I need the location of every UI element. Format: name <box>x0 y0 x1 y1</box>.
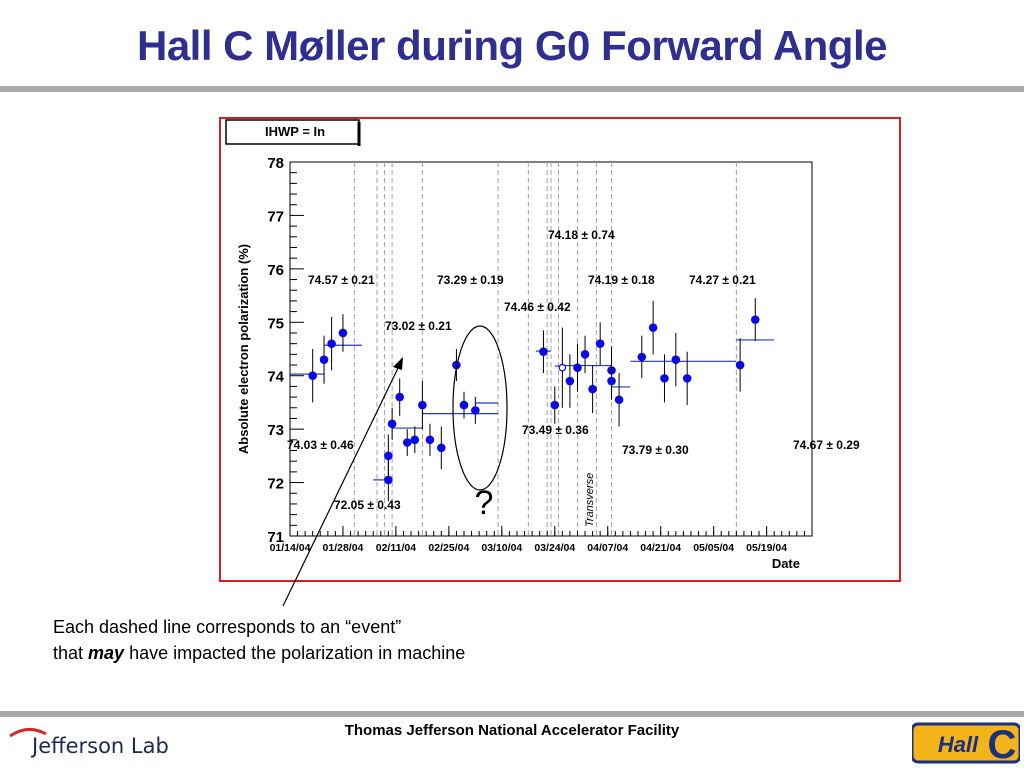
jefferson-lab-logo <box>9 728 47 738</box>
caption: Each dashed line corresponds to an “even… <box>53 614 503 666</box>
data-point <box>682 374 692 383</box>
fit-label: 72.05 ± 0.43 <box>334 498 401 512</box>
data-point <box>614 395 624 405</box>
hall-c-logo: Hall C <box>912 722 1020 766</box>
data-point <box>573 363 582 372</box>
x-tick-label: 04/21/04 <box>640 542 681 554</box>
data-point <box>384 451 393 461</box>
fit-label: 74.46 ± 0.42 <box>504 300 571 314</box>
x-tick-label: 01/28/04 <box>323 542 364 554</box>
data-point <box>637 352 647 362</box>
data-point <box>459 400 469 410</box>
data-point <box>750 315 760 324</box>
slide-title: Hall C Møller during G0 Forward Angle <box>136 22 888 69</box>
fit-label: 74.18 ± 0.74 <box>548 228 615 242</box>
fit-label: 73.29 ± 0.19 <box>437 273 504 287</box>
data-point <box>539 347 548 356</box>
caption-line1: Each dashed line corresponds to an “even… <box>53 617 402 637</box>
y-tick-label: 72 <box>267 476 284 493</box>
x-tick-label: 05/05/04 <box>693 542 734 554</box>
x-tick-label: 03/24/04 <box>534 542 575 554</box>
y-axis-label: Absolute electron polarization (%) <box>236 244 251 454</box>
data-point <box>395 392 404 402</box>
data-point <box>418 400 427 410</box>
polarization-chart: 71 72 73 74 75 76 77 78 01/14/04 01/28/04 02/11/04… <box>225 119 860 571</box>
jefferson-lab-logo-text: Jefferson Lab <box>32 734 169 758</box>
fit-label: 74.57 ± 0.21 <box>308 273 375 287</box>
fit-label: 73.79 ± 0.30 <box>622 443 689 457</box>
fit-label: 74.27 ± 0.21 <box>689 273 756 287</box>
data-point <box>308 371 317 381</box>
x-tick-label: 02/11/04 <box>376 542 416 554</box>
caption-that: that <box>53 643 89 663</box>
fit-label: 74.19 ± 0.18 <box>588 273 655 287</box>
data-point <box>471 406 480 415</box>
y-tick-label: 75 <box>267 315 284 332</box>
data-point <box>319 355 329 364</box>
data-point <box>327 339 336 348</box>
data-point <box>580 350 590 359</box>
transverse-label: Transverse <box>584 473 596 527</box>
data-point-open <box>558 363 567 372</box>
footer-text: Thomas Jefferson National Accelerator Fa… <box>344 722 680 739</box>
caption-rest: have impacted the polarization in machin… <box>124 643 466 663</box>
svg-text:Hall: Hall <box>938 732 979 757</box>
logo-swoosh <box>9 728 47 738</box>
data-point <box>595 339 605 348</box>
data-point <box>607 376 616 386</box>
data-point <box>671 355 681 364</box>
data-point <box>565 376 575 386</box>
data-point <box>588 384 597 394</box>
legend-box <box>225 119 360 145</box>
data-point <box>452 360 461 370</box>
y-tick-label: 76 <box>267 262 284 279</box>
data-point <box>660 374 669 383</box>
data-point <box>550 400 560 410</box>
x-tick-label: 04/07/04 <box>587 542 628 554</box>
data-point <box>410 435 420 445</box>
fit-label: 74.67 ± 0.29 <box>793 438 860 452</box>
data-point <box>338 328 348 338</box>
chart-frame: 71 72 73 74 75 76 77 78 01/14/04 01/28/04 02/11/04… <box>219 117 901 582</box>
data-point <box>437 443 446 453</box>
x-tick-label: 02/25/04 <box>428 542 469 554</box>
caption-emphasis: may <box>88 643 125 663</box>
y-tick-label: 78 <box>267 155 284 172</box>
data-point <box>402 438 412 447</box>
data-point <box>735 360 745 370</box>
y-tick-label: 77 <box>267 208 284 225</box>
fit-label: 73.02 ± 0.21 <box>385 319 452 333</box>
x-tick-label: 01/14/04 <box>270 542 311 554</box>
legend-text: IHWP = In <box>265 124 325 139</box>
fit-label: 73.49 ± 0.36 <box>522 423 589 437</box>
x-axis-label: Date <box>772 556 800 571</box>
y-tick-label: 74 <box>267 369 284 386</box>
y-tick-label: 73 <box>267 422 284 439</box>
data-point <box>648 323 658 332</box>
footer-divider <box>0 711 1024 717</box>
data-point <box>387 419 397 429</box>
x-tick-label: 05/19/04 <box>746 542 787 554</box>
svg-text:C: C <box>988 723 1017 766</box>
fit-label: 74.03 ± 0.46 <box>287 438 354 452</box>
x-tick-label: 03/10/04 <box>481 542 522 554</box>
title-divider <box>0 86 1024 92</box>
data-point <box>425 435 435 445</box>
y-tick-label: 71 <box>267 529 284 546</box>
